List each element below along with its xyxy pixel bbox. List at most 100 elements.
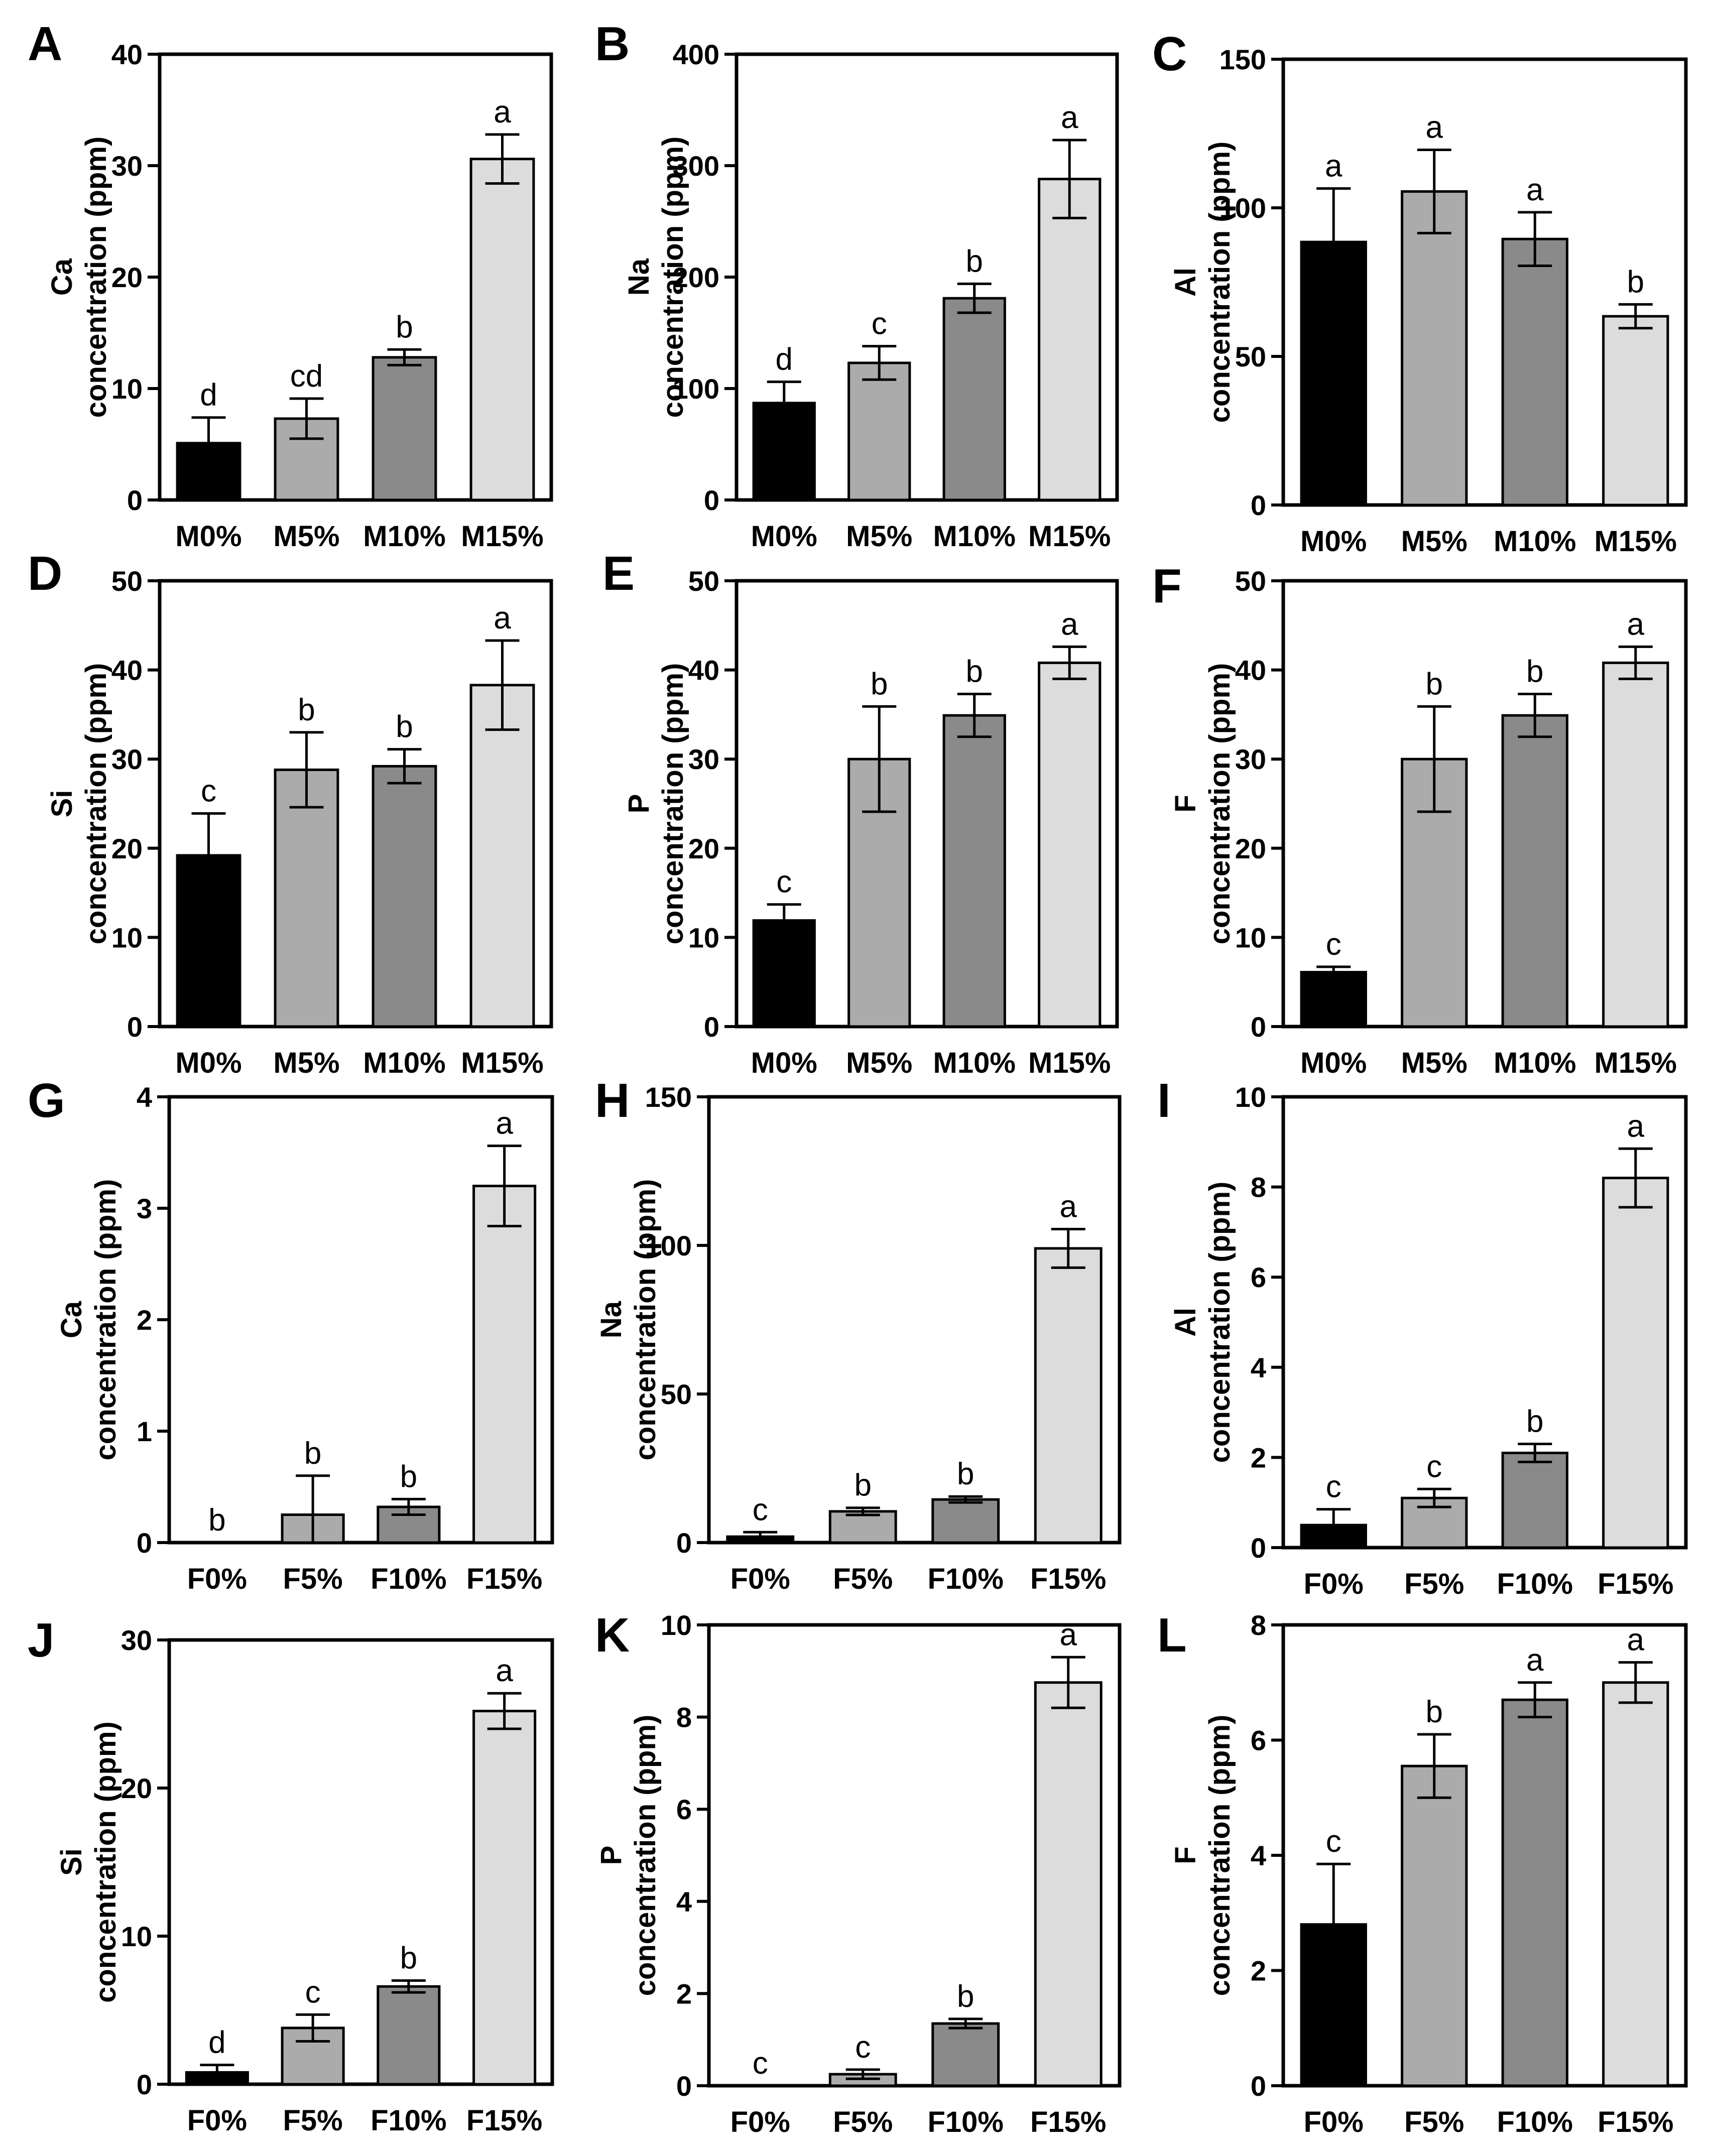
significance-label: a — [496, 1654, 513, 1688]
bar-m5pct — [1401, 190, 1468, 506]
x-category-label: M0% — [1300, 1047, 1367, 1079]
x-category-label: F5% — [283, 1563, 342, 1595]
y-tick-label: 150 — [1219, 44, 1266, 75]
panel-f: F 0 10 20 30 40 50 Fconcentration (ppm) c M0% b M5%… — [1152, 559, 1688, 1079]
significance-label: c — [1326, 927, 1341, 962]
y-axis-element: Al — [1169, 268, 1202, 297]
significance-label: a — [1526, 1643, 1544, 1678]
x-category-label: M15% — [461, 1047, 543, 1079]
y-tick-label: 10 — [688, 922, 719, 953]
y-tick-label: 2 — [137, 1304, 152, 1336]
bar-m10pct — [372, 356, 437, 501]
bar-m15pct — [1602, 315, 1669, 506]
y-axis-unit: concentration (ppm) — [1203, 663, 1236, 945]
bar-f15pct — [1602, 1177, 1669, 1549]
significance-label: b — [396, 710, 413, 744]
plot-frame — [158, 579, 553, 1029]
plot-frame — [167, 1638, 554, 2086]
y-axis-unit: concentration (ppm) — [1203, 1715, 1236, 1996]
y-tick-label: 4 — [1251, 1840, 1266, 1871]
significance-label: c — [855, 2030, 871, 2065]
x-category-label: F10% — [371, 2104, 447, 2137]
panel-e: E 0 10 20 30 40 50 Pconcentration (ppm) c M0% b M5%… — [602, 547, 1119, 1079]
significance-label: d — [208, 2025, 225, 2060]
significance-label: a — [1426, 110, 1443, 145]
y-axis-label: Siconcentration (ppm) — [46, 663, 112, 945]
y-axis-element: Si — [46, 790, 78, 818]
bar-f10pct — [931, 2022, 1000, 2087]
panel-i: I 0 2 4 6 8 10 Alconcentration (ppm) c F0% c F5% b F1… — [1157, 1074, 1688, 1600]
bar-f10pct — [1501, 1698, 1568, 2087]
bar-f15pct — [1602, 1681, 1669, 2087]
panel-k: K 0 2 4 6 8 10 Pconcentration (ppm) c F0% c F5% b F10… — [595, 1608, 1122, 2138]
y-tick-label: 1 — [137, 1416, 152, 1447]
y-axis-element: Na — [623, 258, 655, 296]
x-category-label: M15% — [1595, 1047, 1677, 1079]
bar-m15pct — [1038, 661, 1102, 1028]
x-category-label: M0% — [751, 1047, 817, 1079]
panel-letter-c: C — [1152, 27, 1187, 81]
y-axis-label: Alconcentration (ppm) — [1169, 142, 1236, 423]
panel-letter-b: B — [595, 17, 630, 71]
panel-g: G 0 1 2 3 4 Caconcentration (ppm) b F0% b F5% b F10%… — [28, 1074, 554, 1595]
x-category-label: M0% — [175, 1047, 241, 1079]
panel-c: C 0 50 100 150 Alconcentration (ppm) a M0% a M5% a… — [1152, 27, 1688, 558]
x-category-label: F10% — [1497, 1568, 1573, 1600]
bar-m15pct — [469, 158, 535, 501]
significance-label: b — [871, 667, 888, 701]
significance-label: cd — [290, 359, 323, 394]
y-tick-label: 10 — [111, 373, 143, 405]
y-tick-label: 100 — [673, 373, 719, 405]
x-category-label: F5% — [1404, 2106, 1464, 2138]
plot-frame — [1281, 579, 1688, 1029]
x-category-label: M10% — [933, 1047, 1016, 1079]
bar-m10pct — [942, 297, 1006, 501]
y-tick-label: 2 — [1251, 1955, 1266, 1987]
x-category-label: M10% — [1494, 525, 1576, 558]
bar-m15pct — [1602, 661, 1669, 1028]
y-axis-label: Pconcentration (ppm) — [595, 1715, 662, 1996]
bar-m5pct — [274, 769, 339, 1028]
y-tick-label: 10 — [121, 1921, 152, 1952]
x-category-label: F10% — [927, 1563, 1004, 1595]
panel-j: J 0 10 20 30 Siconcentration (ppm) d F0% c F5% b F1… — [28, 1613, 554, 2137]
y-axis-element: P — [595, 1846, 628, 1865]
bar-f10pct — [931, 1498, 1000, 1544]
panel-b: B 0 100 200 300 400 Naconcentration (ppm) d M0% c… — [595, 17, 1119, 553]
significance-label: a — [1060, 1617, 1077, 1652]
x-category-label: M5% — [846, 520, 912, 553]
x-category-label: M15% — [1595, 525, 1677, 558]
x-category-label: F5% — [833, 1563, 893, 1595]
y-axis-unit: concentration (ppm) — [89, 1721, 122, 2003]
y-axis-label: Pconcentration (ppm) — [623, 663, 689, 945]
y-axis-unit: concentration (ppm) — [89, 1179, 122, 1461]
y-tick-label: 20 — [1235, 833, 1266, 864]
x-category-label: F15% — [466, 2104, 543, 2137]
bar-f10pct — [1501, 1451, 1568, 1549]
panel-letter-i: I — [1157, 1074, 1171, 1127]
significance-label: a — [1627, 1623, 1645, 1658]
significance-label: c — [872, 307, 887, 341]
x-category-label: M5% — [273, 520, 339, 553]
y-tick-label: 300 — [673, 150, 719, 182]
y-tick-label: 0 — [1251, 1532, 1266, 1564]
y-tick-label: 0 — [127, 484, 143, 516]
significance-label: b — [1426, 667, 1443, 701]
x-category-label: M5% — [1401, 1047, 1468, 1079]
x-category-label: M0% — [175, 520, 241, 553]
panel-letter-j: J — [28, 1613, 54, 1667]
y-tick-label: 0 — [1251, 1011, 1266, 1043]
x-category-label: F5% — [1404, 1568, 1464, 1600]
x-category-label: F0% — [1304, 1568, 1364, 1600]
y-tick-label: 0 — [127, 1011, 143, 1043]
panel-d: D 0 10 20 30 40 50 Siconcentration (ppm) c M0% b M5… — [28, 547, 553, 1079]
x-category-label: F15% — [1598, 1568, 1674, 1600]
panel-letter-e: E — [602, 547, 635, 600]
y-tick-label: 6 — [676, 1794, 692, 1825]
significance-label: b — [957, 1457, 974, 1491]
y-axis-unit: concentration (ppm) — [1203, 1182, 1236, 1463]
x-category-label: F5% — [283, 2104, 342, 2137]
panel-letter-g: G — [28, 1074, 65, 1127]
y-tick-label: 0 — [137, 2069, 152, 2100]
significance-label: a — [494, 95, 511, 130]
